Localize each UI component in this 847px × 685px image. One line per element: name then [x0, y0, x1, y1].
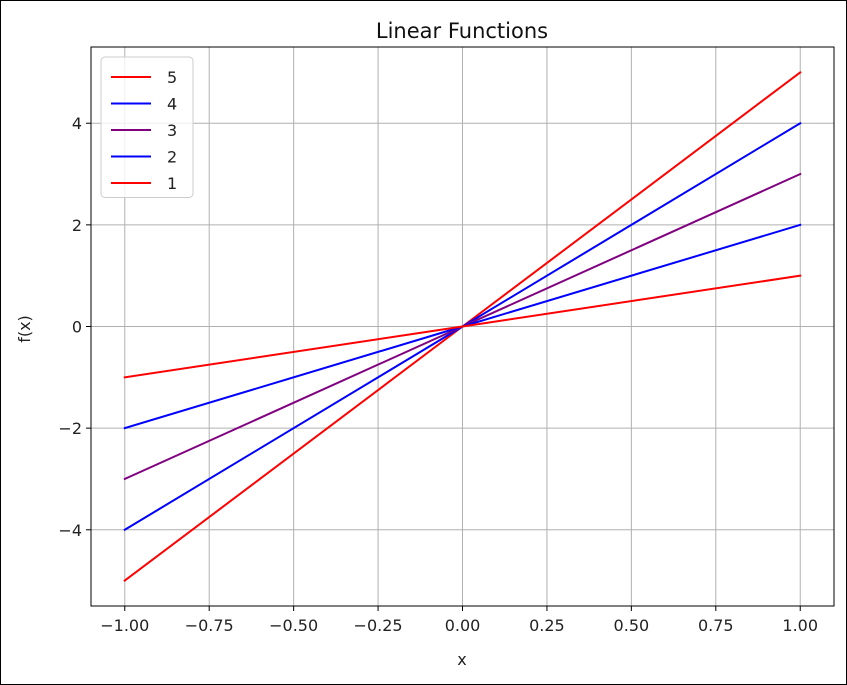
y-axis-label: f(x) — [15, 315, 34, 343]
x-axis-ticks: −1.00 −0.75 −0.50 −0.25 0.00 0.25 0.50 0.75 1.00 — [100, 606, 818, 635]
chart-title: Linear Functions — [376, 19, 548, 43]
legend-label: 2 — [167, 148, 177, 167]
legend-label: 3 — [167, 121, 177, 140]
x-tick-label: −0.25 — [354, 616, 403, 635]
x-tick-label: −0.75 — [185, 616, 234, 635]
x-tick-label: 0.50 — [614, 616, 650, 635]
series-lines — [123, 71, 802, 582]
series-line-1 — [123, 274, 802, 379]
y-tick-label: −4 — [58, 521, 82, 540]
x-tick-label: 0.75 — [698, 616, 734, 635]
legend-label: 4 — [167, 95, 177, 114]
y-tick-label: −2 — [58, 419, 82, 438]
x-axis-label: x — [457, 650, 466, 669]
x-tick-label: 0.25 — [529, 616, 565, 635]
y-axis-ticks: −4 −2 0 2 4 — [58, 114, 91, 540]
legend-label: 5 — [167, 68, 177, 87]
x-tick-label: 1.00 — [782, 616, 818, 635]
legend-label: 1 — [167, 174, 177, 193]
x-tick-label: −0.50 — [269, 616, 318, 635]
legend-box — [100, 56, 194, 198]
legend: 5 4 3 2 1 — [100, 56, 194, 198]
x-tick-label: −1.00 — [100, 616, 149, 635]
y-tick-label: 4 — [72, 114, 82, 133]
y-tick-label: 2 — [72, 216, 82, 235]
x-tick-label: 0.00 — [445, 616, 481, 635]
y-tick-label: 0 — [72, 318, 82, 337]
